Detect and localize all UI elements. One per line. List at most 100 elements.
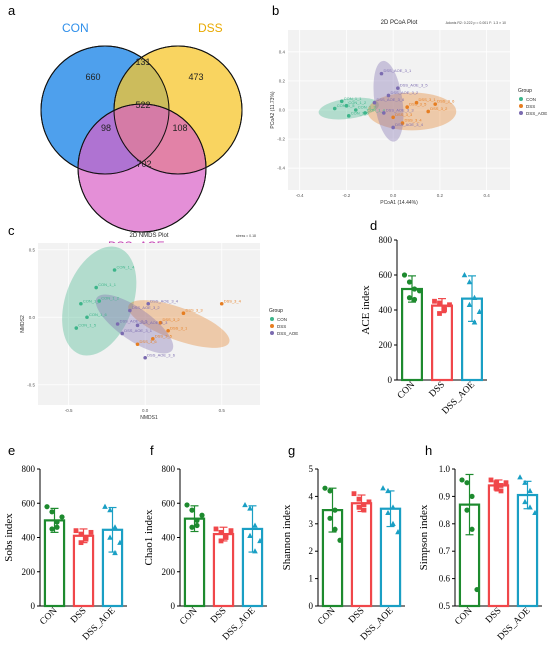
point-label: CON_1_5 (78, 323, 97, 328)
x-tick-label: 0.2 (437, 193, 444, 198)
panel-label-a: a (8, 3, 16, 18)
panel-label-e: e (8, 443, 15, 458)
data-point (442, 307, 447, 313)
data-point (213, 526, 219, 532)
data-point (406, 295, 413, 301)
x-tick-label: 0.5 (219, 408, 226, 413)
venn-outline-dss-aoe (77, 103, 207, 233)
y-tick-label: 1.0 (439, 464, 451, 474)
data-point (406, 279, 413, 285)
data-point (386, 93, 391, 98)
y-tick-label: 0 (171, 601, 176, 611)
plot-background (38, 243, 260, 405)
data-point (107, 507, 113, 513)
venn-count-con-only: 660 (85, 72, 100, 82)
data-point (517, 474, 523, 480)
y-tick-label: 0.0 (279, 108, 286, 113)
data-point (493, 480, 499, 486)
data-point (400, 121, 405, 125)
bar-dss (487, 484, 510, 608)
x-axis-label: PCoA1 (14.44%) (380, 200, 418, 206)
y-tick-label: 600 (162, 498, 176, 508)
data-point (78, 540, 84, 546)
data-point (78, 531, 84, 537)
point-label: DSS_3_1 (170, 325, 188, 330)
data-point (493, 485, 499, 491)
data-point (223, 533, 229, 539)
data-point (527, 504, 533, 510)
data-point (88, 529, 94, 535)
panel-label-b: b (272, 3, 279, 18)
data-point (337, 537, 343, 543)
point-label: CON_1_5 (337, 103, 356, 108)
data-point (184, 502, 190, 508)
y-tick-label: 3 (309, 519, 314, 529)
y-tick-label: 0.0 (29, 315, 36, 320)
point-label: DSS_AOE_3_2 (390, 90, 419, 95)
legend-title: Group (518, 88, 532, 94)
venn-count-aoe-only: 702 (136, 159, 151, 169)
data-point (247, 532, 253, 538)
point-label: CON_1_6 (351, 110, 370, 115)
legend-label-dss: DSS (277, 324, 286, 329)
data-point (522, 498, 528, 505)
point-label: DSS_3_1 (419, 97, 437, 102)
point-label: CON_1_6 (89, 312, 108, 317)
y-tick-label: -0.2 (277, 137, 285, 142)
data-point (469, 493, 475, 499)
x-tick-label: -0.5 (65, 408, 73, 413)
data-point (391, 115, 395, 120)
y-tick-label: 0.6 (439, 574, 451, 584)
data-point (247, 505, 253, 511)
data-point (390, 504, 396, 510)
data-point (117, 539, 123, 545)
data-point (219, 301, 224, 306)
x-tick-label: -0.2 (343, 193, 351, 198)
data-point (469, 526, 475, 532)
data-point (382, 111, 386, 115)
y-tick-label: 0 (31, 601, 36, 611)
point-label: CON_1_2 (101, 296, 120, 301)
legend-label-dss: DSS (526, 104, 535, 109)
data-point (194, 522, 200, 529)
point-label: DSS_AOE_3_4 (395, 122, 424, 127)
data-point (356, 496, 362, 502)
y-tick-label: 400 (162, 533, 176, 543)
data-point (252, 522, 258, 528)
plot-title: 2D NMDS Plot (129, 233, 168, 239)
data-point (498, 488, 504, 494)
data-point (49, 509, 55, 515)
legend-marker-dss_aoe (519, 111, 523, 115)
point-label: CON_1_3 (358, 105, 377, 110)
point-label: DSS_AOE_3_2 (132, 305, 161, 310)
y-axis-label: PCoA2 (11.73%) (270, 91, 276, 128)
data-point (112, 524, 118, 530)
point-label: DSS_3_6 (140, 339, 158, 344)
data-point (416, 288, 423, 294)
panel-label-d: d (370, 218, 377, 233)
y-tick-label: 0.7 (439, 546, 451, 556)
data-point (391, 125, 395, 130)
data-point (112, 549, 118, 556)
data-point (361, 507, 367, 513)
panel-label-c: c (8, 223, 15, 238)
data-point (120, 331, 125, 336)
y-tick-label: 4 (309, 491, 314, 501)
point-label: DSS_3_3 (395, 112, 413, 117)
x-tick-label: DSS (347, 606, 366, 625)
point-label: DSS_AOE_3_4 (150, 298, 179, 303)
point-label: DSS_3_2 (430, 106, 448, 111)
data-point (94, 285, 98, 290)
data-point (437, 300, 442, 306)
data-point (252, 548, 258, 554)
group-ellipse-dss (367, 92, 457, 131)
data-point (474, 586, 480, 593)
data-point (332, 526, 338, 532)
data-point (476, 308, 483, 314)
x-tick-label: CON (396, 380, 417, 401)
data-point (466, 301, 473, 307)
y-tick-label: 0.5 (29, 247, 36, 252)
point-label: CON_1_1 (98, 282, 117, 287)
point-label: DSS_3_3 (185, 308, 203, 313)
